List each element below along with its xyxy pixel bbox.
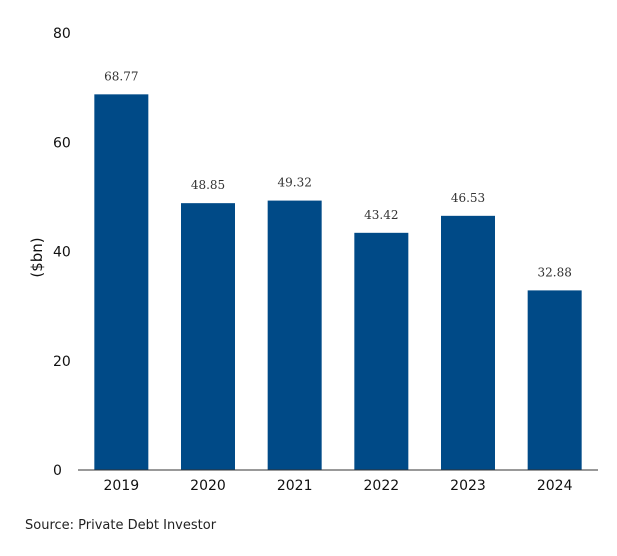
bar-chart: 0 20 40 60 80 ($bn) 68.77 48.85 49.32 43.42 46.5… bbox=[28, 26, 598, 494]
bars bbox=[94, 94, 582, 471]
x-tick-label: 2022 bbox=[364, 478, 400, 494]
bar-2020 bbox=[181, 203, 235, 471]
data-label-2024: 32.88 bbox=[537, 265, 571, 279]
x-tick-label: 2019 bbox=[104, 478, 140, 494]
source-note: Source: Private Debt Investor bbox=[25, 518, 217, 533]
data-labels: 68.77 48.85 49.32 43.42 46.53 32.88 bbox=[104, 69, 572, 279]
x-tick-label: 2023 bbox=[450, 478, 486, 494]
x-axis-ticks: 2019 2020 2021 2022 2023 2024 bbox=[104, 478, 573, 494]
data-label-2019: 68.77 bbox=[104, 69, 138, 83]
y-axis-label: ($bn) bbox=[28, 237, 46, 277]
y-tick-label: 60 bbox=[53, 135, 71, 151]
bar-2021 bbox=[267, 200, 322, 471]
x-tick-label: 2021 bbox=[277, 478, 313, 494]
y-tick-label: 0 bbox=[53, 463, 62, 479]
bar-2022 bbox=[354, 232, 409, 470]
y-tick-label: 20 bbox=[53, 354, 71, 370]
data-label-2023: 46.53 bbox=[451, 191, 485, 205]
bar-2024 bbox=[527, 290, 582, 470]
x-tick-label: 2024 bbox=[537, 478, 573, 494]
y-axis-ticks: 0 20 40 60 80 bbox=[53, 26, 71, 479]
x-tick-label: 2020 bbox=[190, 478, 226, 494]
data-label-2022: 43.42 bbox=[364, 208, 398, 222]
y-tick-label: 40 bbox=[53, 245, 71, 261]
bar-2019 bbox=[94, 94, 149, 470]
data-label-2021: 49.32 bbox=[277, 176, 311, 190]
y-tick-label: 80 bbox=[53, 26, 71, 42]
data-label-2020: 48.85 bbox=[191, 178, 225, 192]
bar-2023 bbox=[441, 215, 495, 470]
